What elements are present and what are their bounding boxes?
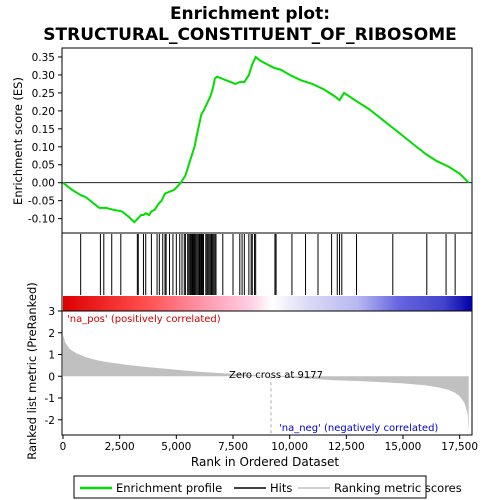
x-tick-label: 0 <box>60 441 67 453</box>
es-y-tick-label: 0.30 <box>32 70 55 82</box>
x-tick-label: 10,000 <box>271 441 308 453</box>
zero-cross-label: Zero cross at 9177 <box>229 370 323 381</box>
pos-correlated-label: 'na_pos' (positively correlated) <box>67 314 221 325</box>
es-y-tick-label: 0.15 <box>32 124 55 136</box>
metric-y-axis-label: Ranked list metric (PreRanked) <box>25 282 39 460</box>
metric-y-axis: -2 -1 0 1 2 3 <box>45 306 62 427</box>
legend-metric-label: Ranking metric scores <box>334 481 462 495</box>
es-y-tick-label: 0.05 <box>32 160 55 172</box>
legend-frame <box>73 475 427 499</box>
metric-y-tick-label: -1 <box>45 393 55 405</box>
legend-hits-label: Hits <box>270 481 292 495</box>
x-tick-label: 7,500 <box>218 441 248 453</box>
hits-panel <box>61 232 473 312</box>
es-y-tick-label: 0.20 <box>32 106 55 118</box>
metric-y-tick-label: 3 <box>48 306 55 318</box>
es-panel-frame <box>61 47 473 234</box>
es-y-axis-label: Enrichment score (ES) <box>11 77 25 205</box>
metric-y-tick-label: -2 <box>45 415 55 427</box>
es-y-tick-label: -0.05 <box>28 196 55 208</box>
es-y-tick-label: 0.00 <box>32 178 55 190</box>
rank-color-bar <box>63 296 472 311</box>
x-tick-label: 2,500 <box>105 441 135 453</box>
enrichment-profile-line <box>62 55 470 224</box>
es-y-tick-label: 0.25 <box>32 88 55 100</box>
es-panel: -0.10 -0.05 0.00 0.05 0.10 0.15 0.20 0.25 0.30 0.… <box>11 47 473 234</box>
metric-y-tick-label: 2 <box>48 328 55 340</box>
metric-y-tick-label: 0 <box>48 371 55 383</box>
es-y-tick-label: 0.10 <box>32 142 55 154</box>
metric-panel: -2 -1 0 1 2 3 'na_pos' (positively correlated… <box>25 282 473 460</box>
x-tick-label: 5,000 <box>161 441 191 453</box>
x-tick-label: 17,500 <box>441 441 478 453</box>
es-y-tick-label: -0.10 <box>28 214 55 226</box>
neg-correlated-label: 'na_neg' (negatively correlated) <box>279 423 438 434</box>
x-axis: 0 2,500 5,000 7,500 10,000 12,500 15,000 17,500 <box>60 435 478 453</box>
x-tick-label: 15,000 <box>385 441 422 453</box>
chart-title-line-2: STRUCTURAL_CONSTITUENT_OF_RIBOSOME <box>43 25 456 45</box>
hit-marks <box>80 234 456 295</box>
legend-enrichment-label: Enrichment profile <box>116 481 222 495</box>
x-tick-label: 12,500 <box>328 441 365 453</box>
legend: Enrichment profile Hits Ranking metric s… <box>73 475 462 499</box>
x-axis-label: Rank in Ordered Dataset <box>191 455 339 469</box>
chart-title-line-1: Enrichment plot: <box>170 4 330 24</box>
es-y-axis: -0.10 -0.05 0.00 0.05 0.10 0.15 0.20 0.25 0.30 0.… <box>28 52 62 226</box>
es-y-tick-label: 0.35 <box>32 52 55 64</box>
metric-y-tick-label: 1 <box>48 350 55 362</box>
